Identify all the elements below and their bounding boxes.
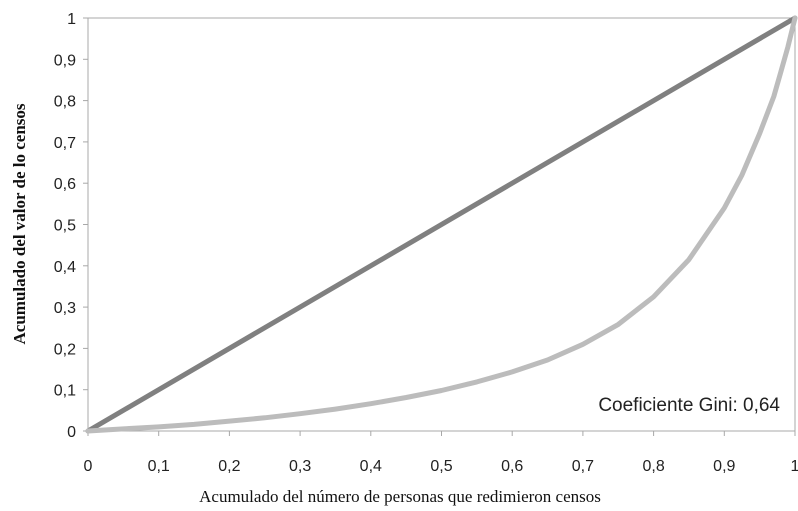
y-tick-label: 0,2 xyxy=(54,341,76,358)
y-tick-label: 0,9 xyxy=(54,52,76,69)
y-tick-label: 1 xyxy=(67,11,76,28)
x-tick-label: 0,1 xyxy=(148,458,170,475)
lorenz-curve xyxy=(85,15,798,434)
y-tick-label: 0,4 xyxy=(54,259,76,276)
x-tick-label: 0,6 xyxy=(501,458,523,475)
x-tick-label: 0,9 xyxy=(713,458,735,475)
x-tick-label: 0,5 xyxy=(430,458,452,475)
y-tick-label: 0,1 xyxy=(54,383,76,400)
y-tick-label: 0,7 xyxy=(54,135,76,152)
x-axis-title: Acumulado del número de personas que red… xyxy=(199,487,601,506)
equality-line xyxy=(85,15,798,434)
y-axis-ticks: 0 0,1 0,2 0,3 0,4 0,5 0,6 0,7 0,8 0,9 1 xyxy=(54,11,88,441)
y-tick-label: 0,3 xyxy=(54,300,76,317)
x-tick-label: 1 xyxy=(791,458,798,475)
x-tick-label: 0,3 xyxy=(289,458,311,475)
gini-annotation: Coeficiente Gini: 0,64 xyxy=(598,395,780,416)
x-tick-label: 0,2 xyxy=(218,458,240,475)
y-tick-label: 0 xyxy=(67,424,76,441)
x-tick-label: 0 xyxy=(84,458,93,475)
y-tick-label: 0,5 xyxy=(54,218,76,235)
y-tick-label: 0,8 xyxy=(54,94,76,111)
series-layer xyxy=(85,15,798,434)
x-tick-label: 0,4 xyxy=(360,458,382,475)
x-tick-label: 0,8 xyxy=(642,458,664,475)
y-tick-label: 0,6 xyxy=(54,176,76,193)
y-axis-title: Acumulado del valor de lo censos xyxy=(10,103,29,344)
x-axis-ticks: 0 0,1 0,2 0,3 0,4 0,5 0,6 0,7 0,8 0,9 1 xyxy=(84,431,798,475)
x-tick-label: 0,7 xyxy=(572,458,594,475)
